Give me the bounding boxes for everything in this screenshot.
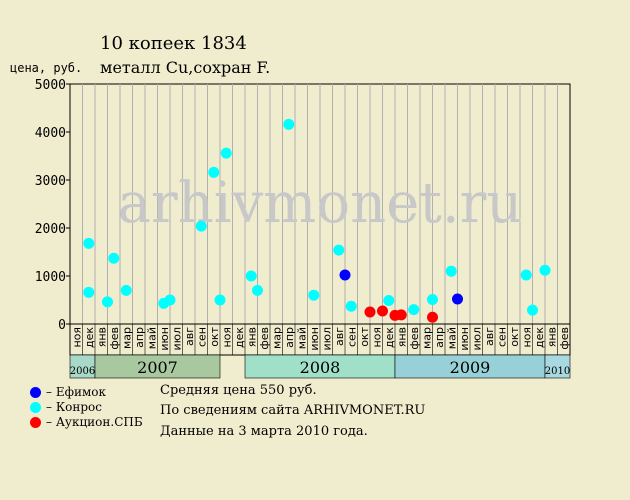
data-point [427,311,438,323]
data-point [383,294,395,306]
x-tick-label: фев [558,327,571,350]
x-tick-label: мар [420,327,433,349]
year-label: 2010 [545,366,570,377]
year-label: 2009 [450,358,491,377]
data-point [408,304,420,316]
data-point [245,270,257,282]
data-point [364,306,376,318]
data-point [83,237,95,249]
data-point [252,284,263,296]
x-tick-label: сен [345,327,358,347]
legend-marker-konros [30,401,41,413]
y-tick-label: 1000 [35,270,66,285]
y-axis-label: цена, руб. [10,61,83,75]
x-tick-label: май [445,327,458,349]
x-tick-label: авг [183,327,196,346]
x-tick-label: мар [270,327,283,349]
x-tick-label: дек [83,327,96,348]
data-point [120,284,132,296]
x-tick-label: дек [233,327,246,348]
year-band [94,354,221,379]
x-tick-label: ноя [370,327,383,348]
data-point [333,244,345,256]
x-tick-label: сен [495,327,508,347]
x-tick-label: ноя [70,327,83,348]
legend-item-auction: – Аукцион.СПБ [30,415,143,429]
y-tick-label: 2000 [35,222,66,237]
data-point [339,269,351,281]
chart-subtitle: металл Cu,сохран F. [100,58,271,77]
data-point [220,147,232,159]
x-tick-label: май [295,327,308,349]
x-tick-label: ноя [220,327,233,348]
year-label: 2008 [300,358,341,377]
data-point [345,300,357,312]
x-tick-label: июл [170,327,183,350]
watermark-text: arhivmonet.ru [118,171,523,236]
year-label: 2007 [137,358,178,377]
legend-item-konros: – Конрос [30,400,102,414]
x-tick-label: июн [458,327,471,351]
chart-title: 10 копеек 1834 [100,33,247,54]
x-tick-label: мар [120,327,133,349]
y-tick-label: 4000 [35,126,66,141]
x-tick-label: июл [470,327,483,350]
x-tick-label: янв [395,327,408,347]
year-label: 2006 [70,366,95,377]
y-tick-label: 0 [58,318,66,333]
x-tick-label: окт [358,326,371,346]
data-point [308,289,320,301]
data-point [195,220,207,232]
legend-label: – Ефимок [46,385,107,399]
data-point [377,305,388,317]
x-tick-label: апр [433,327,446,348]
source-text: По сведениям сайта ARHIVMONET.RU [160,403,426,418]
data-point [164,294,176,306]
x-tick-label: июн [158,327,171,351]
x-tick-label: ноя [520,327,533,348]
x-tick-label: дек [533,327,546,348]
x-tick-label: дек [383,327,396,348]
x-tick-label: июн [308,327,321,351]
data-point [283,118,295,130]
data-point [108,252,120,264]
x-tick-label: янв [95,327,108,347]
legend-label: – Конрос [46,400,102,414]
x-tick-label: фев [258,327,271,350]
x-tick-label: янв [545,327,558,347]
legend-marker-efimok [30,386,41,398]
data-point [214,294,226,306]
x-tick-label: фев [108,327,121,350]
x-tick-label: окт [208,326,221,346]
data-point [539,264,551,276]
x-tick-label: май [145,327,158,349]
data-point [102,296,113,308]
year-band [544,354,571,379]
average-price-text: Средняя цена 550 руб. [160,383,317,398]
x-tick-label: авг [483,327,496,346]
legend-item-efimok: – Ефимок [30,385,106,399]
data-point [427,294,438,306]
x-tick-label: апр [283,327,296,348]
x-tick-label: окт [508,326,521,346]
x-tick-label: июл [320,327,333,350]
legend-marker-auction [30,416,41,428]
data-point [208,166,220,178]
x-tick-label: янв [245,327,258,347]
x-tick-label: сен [195,327,208,347]
data-point [445,265,457,277]
data-point [527,304,538,316]
legend-label: – Аукцион.СПБ [46,415,143,429]
data-point [452,293,463,305]
date-text: Данные на 3 марта 2010 года. [160,424,368,439]
x-tick-label: апр [133,327,146,348]
y-tick-label: 5000 [35,78,66,93]
data-point [520,269,532,281]
y-tick-label: 3000 [35,174,66,189]
data-point [395,309,407,321]
data-point [83,286,95,298]
x-tick-label: авг [333,327,346,346]
x-tick-label: фев [408,327,421,350]
